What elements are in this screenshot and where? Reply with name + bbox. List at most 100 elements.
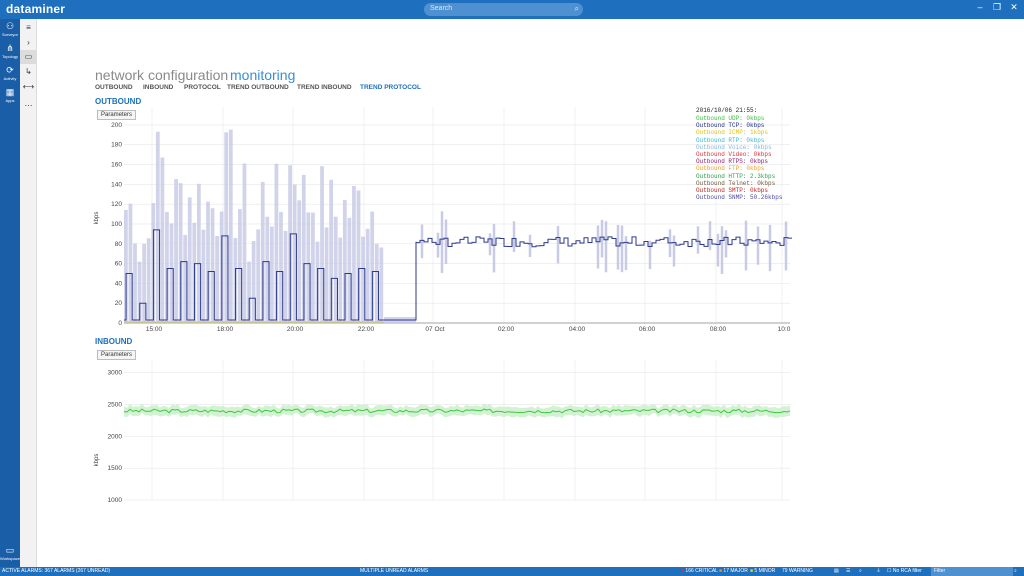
nav-workspace-label: Workspace <box>0 556 20 561</box>
inbound-y-tick-3: 2500 <box>108 402 123 409</box>
outbound-band-bar <box>228 129 233 323</box>
legend-entry: Outbound Video: 0kbps <box>696 151 772 158</box>
close-icon[interactable]: ✕ <box>1010 2 1018 12</box>
outbound-band-bar <box>265 216 270 323</box>
outbound-band-bar <box>288 165 292 323</box>
outbound-band-gap <box>384 317 416 323</box>
outbound-band-bar <box>365 228 370 323</box>
outbound-band-bar <box>174 179 178 323</box>
outbound-band-bar <box>370 211 375 323</box>
filter-input[interactable]: Filter <box>931 567 1013 576</box>
hamburger-icon[interactable]: ≡ <box>26 23 31 32</box>
search-input[interactable]: Search ⌕ <box>424 3 583 16</box>
major-count[interactable]: ■ 17 MAJOR <box>719 567 748 576</box>
tab-configuration[interactable]: configuration <box>148 67 229 83</box>
outbound-band-bar <box>379 247 384 323</box>
outbound-band-bar <box>201 229 206 323</box>
tab-network[interactable]: network <box>95 67 145 83</box>
outbound-band-bar <box>324 227 329 323</box>
outbound-band-bar <box>301 174 306 323</box>
unread-alarms-text[interactable]: MULTIPLE UNREAD ALARMS <box>360 568 429 574</box>
outbound-band-bar <box>128 203 133 323</box>
outbound-band-bar <box>333 216 338 323</box>
outbound-band-bar <box>124 209 128 323</box>
outbound-x-tick-8: 08:00 <box>710 326 727 333</box>
outbound-band-bar <box>256 229 261 323</box>
nav-surveyor[interactable]: ⚇ Surveyor <box>0 21 20 43</box>
nav-activity-label: Activity <box>3 76 17 81</box>
monitor-icon[interactable]: ▭ <box>20 50 37 64</box>
restore-icon[interactable]: ❐ <box>992 2 1002 12</box>
nav-activity[interactable]: ⟳ Activity <box>0 65 20 87</box>
legend-entry: Outbound TCP: 0kbps <box>696 122 765 130</box>
outbound-x-tick-5: 02:00 <box>498 326 515 333</box>
link-icon[interactable]: ⟷ <box>22 82 35 91</box>
outbound-y-tick-10: 200 <box>111 122 122 129</box>
rca-label: No RCA filter <box>892 568 922 574</box>
inbound-parameters-button[interactable]: Parameters <box>97 350 137 360</box>
outbound-band-bar <box>165 212 169 323</box>
outbound-band-bar <box>342 199 347 323</box>
outbound-band-bar <box>347 217 352 323</box>
legend-entry: Outbound RTP: 0kbps <box>696 136 765 144</box>
filter-placeholder: Filter <box>934 568 946 574</box>
search-icon[interactable]: ⌕ <box>574 4 579 13</box>
outbound-band-bar <box>329 179 334 323</box>
warning-count[interactable]: 79 WARNING <box>782 567 813 576</box>
workspace-icon: ▭ <box>5 545 15 555</box>
outbound-y-tick-0: 0 <box>118 320 122 327</box>
legend-entry: Outbound Voice: 0kbps <box>696 143 772 151</box>
more-icon[interactable]: ⋯ <box>24 101 33 110</box>
search-alarms-icon[interactable]: ⌕ <box>859 568 862 574</box>
inbound-y-tick-0: 1000 <box>108 497 123 504</box>
rca-filter-toggle[interactable]: ☐ No RCA filter <box>887 568 922 574</box>
inbound-band <box>124 403 790 419</box>
outbound-band-bar <box>206 201 210 323</box>
apps-icon: ▦ <box>5 87 15 97</box>
subtab-protocol[interactable]: PROTOCOL <box>184 84 221 91</box>
subtab-outbound[interactable]: OUTBOUND <box>95 84 133 91</box>
outbound-x-tick-9: 10:0 <box>778 326 791 333</box>
minimize-icon[interactable]: – <box>977 2 983 12</box>
subtab-inbound[interactable]: INBOUND <box>143 84 174 91</box>
nav-topology[interactable]: ⋔ Topology <box>0 43 20 65</box>
chevron-right-icon[interactable]: › <box>27 38 30 47</box>
outbound-parameters-button[interactable]: Parameters <box>97 110 137 120</box>
subtab-trend-outbound[interactable]: TREND OUTBOUND <box>227 84 289 91</box>
outbound-band-bar <box>356 190 361 323</box>
arrow-return-icon[interactable]: ↳ <box>25 67 32 76</box>
subtab-trend-protocol[interactable]: TREND PROTOCOL <box>360 84 421 91</box>
outbound-x-tick-2: 20:00 <box>287 326 304 333</box>
warning-label: 79 WARNING <box>782 568 813 574</box>
outbound-band-bar <box>183 234 188 323</box>
list-view-icon[interactable]: ▤ <box>834 568 839 574</box>
outbound-band-bar <box>279 211 283 323</box>
outbound-band-bar <box>242 163 247 323</box>
title-bar: dataminer Search ⌕ – ❐ ✕ <box>0 0 1024 19</box>
active-alarms-text[interactable]: ACTIVE ALARMS: 367 ALARMS (267 UNREAD) <box>2 568 111 574</box>
minor-count[interactable]: ■ 5 MINOR <box>750 567 775 576</box>
legend-timestamp: 2016/10/06 21:55: <box>696 107 758 114</box>
nav-apps[interactable]: ▦ Apps <box>0 87 20 109</box>
outbound-band-bar <box>361 236 365 323</box>
nav-workspace[interactable]: ▭ Workspace <box>0 545 20 567</box>
nav-surveyor-label: Surveyor <box>1 32 18 37</box>
inbound-title: INBOUND <box>95 337 133 346</box>
outbound-y-tick-5: 100 <box>111 221 122 228</box>
inbound-y-tick-4: 3000 <box>108 370 123 377</box>
outbound-band-bar <box>283 230 288 323</box>
left-navigation: ⚇ Surveyor ⋔ Topology ⟳ Activity ▦ Apps … <box>0 19 20 567</box>
subtab-trend-inbound[interactable]: TREND INBOUND <box>297 84 352 91</box>
outbound-band-bar <box>219 211 224 323</box>
outbound-y-tick-8: 160 <box>111 162 122 169</box>
outbound-x-tick-3: 22:00 <box>358 326 375 333</box>
inbound-y-tick-2: 2000 <box>108 433 123 440</box>
filter-icon[interactable]: ⏚ <box>876 568 882 574</box>
tab-monitoring[interactable]: monitoring <box>230 67 296 83</box>
outbound-y-axis-label: kbps <box>94 212 100 225</box>
outbound-band-bar <box>210 208 215 323</box>
detail-view-icon[interactable]: ☰ <box>846 568 851 574</box>
critical-count[interactable]: ■ 166 CRITICAL <box>681 567 718 576</box>
filter-search-icon[interactable]: ⌕ <box>1014 568 1017 574</box>
outbound-band-bar <box>215 235 219 323</box>
